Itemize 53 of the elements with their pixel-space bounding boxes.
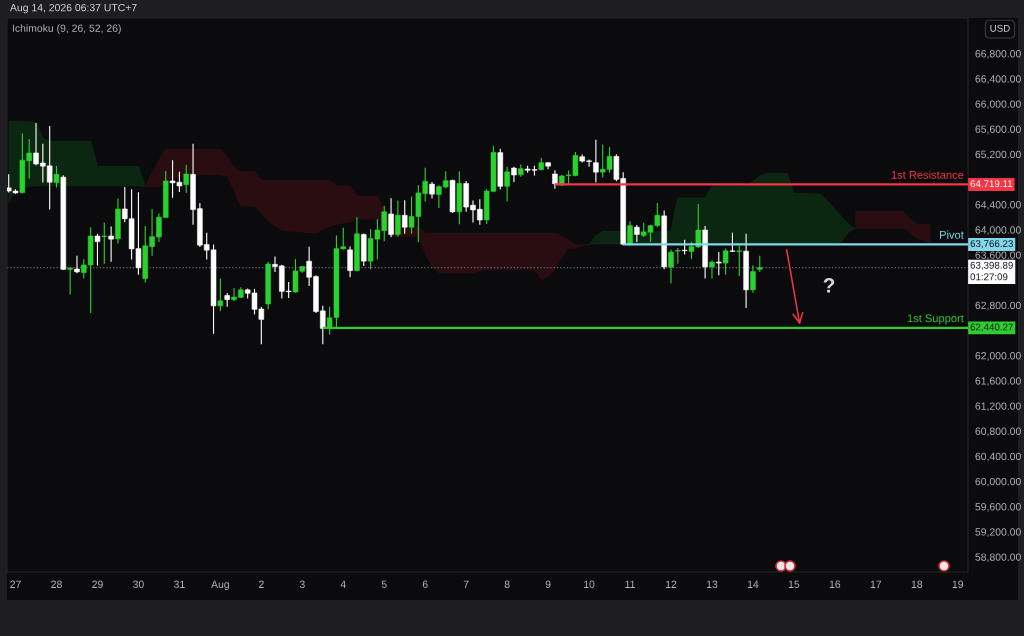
y-tick-label: 61,600.00 xyxy=(975,377,1021,386)
series-label: 1st Resistance xyxy=(891,170,964,179)
data-label: 62,440.27 xyxy=(970,323,1013,332)
annotation: Ichimoku (9, 26, 52, 26) xyxy=(12,24,121,34)
y-tick-label: 65,600.00 xyxy=(975,125,1021,135)
y-tick-label: 61,200.00 xyxy=(975,402,1021,411)
y-tick-label: 60,400.00 xyxy=(975,452,1021,462)
x-tick-label: Aug xyxy=(211,580,229,591)
data-label: 63,766.23 xyxy=(970,240,1013,249)
series-label: 1st Support xyxy=(907,314,964,325)
y-tick-label: 58,800.00 xyxy=(975,553,1021,563)
x-tick-label: 31 xyxy=(174,580,185,588)
annotation: ? xyxy=(823,278,835,293)
x-tick-label: 28 xyxy=(51,580,62,588)
y-tick-label: 64,400.00 xyxy=(975,201,1021,210)
x-tick-label: 19 xyxy=(952,580,964,588)
x-tick-label: 6 xyxy=(422,580,428,588)
x-tick-label: 15 xyxy=(788,580,800,588)
y-tick-label: 62,000.00 xyxy=(975,352,1021,361)
series-label: Pivot xyxy=(940,230,964,239)
x-tick-label: 27 xyxy=(10,580,21,588)
x-tick-label: 8 xyxy=(504,580,510,588)
y-tick-label: 66,800.00 xyxy=(975,50,1021,59)
y-axis-title: USD xyxy=(990,24,1010,32)
x-tick-label: 17 xyxy=(870,580,882,588)
x-tick-label: 11 xyxy=(625,580,635,588)
ref-line-label: 63,398.89 01:27:09 xyxy=(970,261,1013,281)
y-tick-label: 64,000.00 xyxy=(975,226,1021,235)
y-tick-label: 62,800.00 xyxy=(975,301,1021,311)
y-tick-label: 66,400.00 xyxy=(975,75,1021,84)
x-tick-label: 2 xyxy=(258,580,264,588)
x-tick-label: 4 xyxy=(340,580,346,588)
y-tick-label: 60,000.00 xyxy=(975,477,1021,487)
x-tick-label: 14 xyxy=(747,580,759,588)
chart-title: Aug 14, 2026 06:37 UTC+7 xyxy=(10,3,137,14)
x-tick-label: 29 xyxy=(92,580,103,588)
y-tick-label: 59,200.00 xyxy=(975,528,1021,537)
y-tick-label: 65,200.00 xyxy=(975,150,1021,160)
y-tick-label: 59,600.00 xyxy=(975,503,1021,512)
y-tick-label: 66,000.00 xyxy=(975,100,1021,109)
y-tick-label: 63,600.00 xyxy=(975,251,1021,260)
x-tick-label: 3 xyxy=(299,580,305,588)
x-tick-label: 16 xyxy=(829,580,841,588)
x-tick-label: 10 xyxy=(584,580,595,588)
x-tick-label: 5 xyxy=(381,580,387,588)
x-tick-label: 30 xyxy=(133,580,144,588)
y-tick-label: 60,800.00 xyxy=(975,427,1021,437)
x-tick-label: 13 xyxy=(706,580,718,588)
x-tick-label: 9 xyxy=(545,580,551,588)
x-tick-label: 12 xyxy=(666,580,677,588)
x-tick-label: 18 xyxy=(911,580,923,588)
x-tick-label: 7 xyxy=(463,580,469,588)
data-label: 64,719.11 xyxy=(970,180,1013,189)
